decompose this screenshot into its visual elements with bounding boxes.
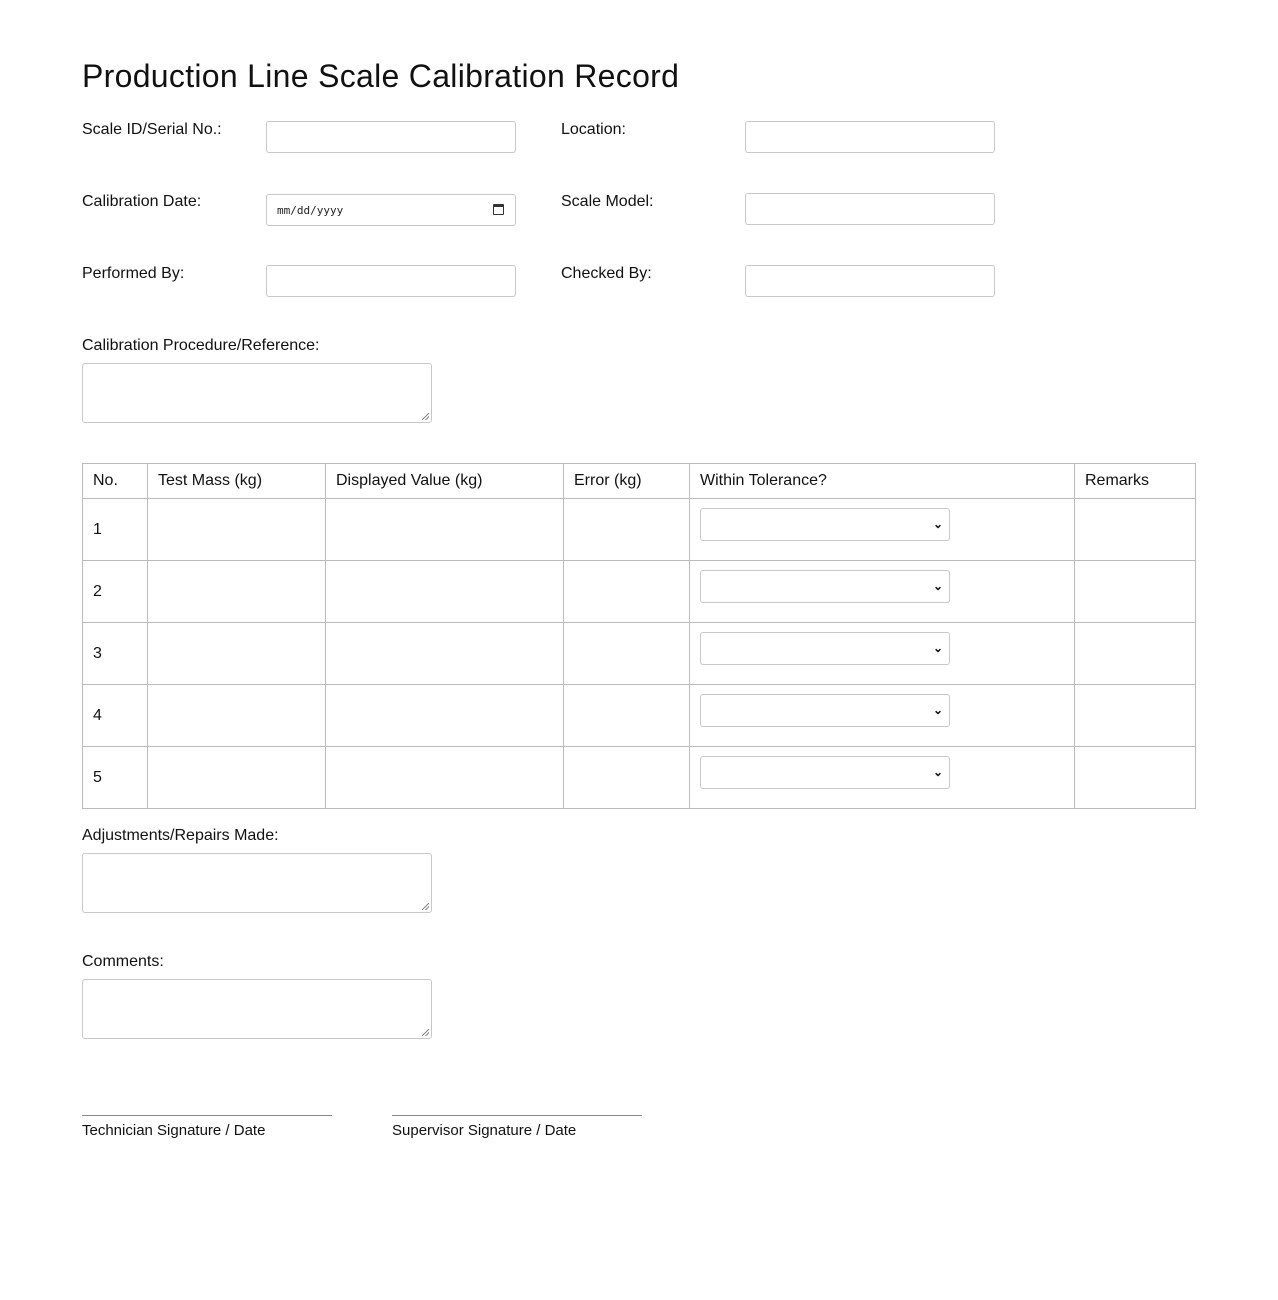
- tolerance-cell: ⌄: [689, 684, 1075, 747]
- technician-signature-line: [82, 1115, 332, 1116]
- comments-label: Comments:: [82, 953, 164, 970]
- test-mass-cell[interactable]: [147, 622, 326, 685]
- error-cell[interactable]: [563, 622, 690, 685]
- comments-textarea[interactable]: [82, 979, 432, 1039]
- error-cell[interactable]: [563, 746, 690, 809]
- row-no: 4: [82, 684, 148, 747]
- adjustments-textarea[interactable]: [82, 853, 432, 913]
- procedure-textarea[interactable]: [82, 363, 432, 423]
- calendar-icon[interactable]: [493, 204, 504, 215]
- checked-by-label: Checked By:: [561, 265, 652, 282]
- calibration-table: No. Test Mass (kg) Displayed Value (kg) …: [82, 463, 1196, 809]
- test-mass-cell[interactable]: [147, 684, 326, 747]
- displayed-value-cell[interactable]: [325, 622, 564, 685]
- supervisor-signature-line: [392, 1115, 642, 1116]
- calibration-date-input[interactable]: mm/dd/yyyy: [266, 194, 516, 226]
- checked-by-input[interactable]: [745, 265, 995, 297]
- chevron-down-icon: ⌄: [932, 579, 943, 593]
- chevron-down-icon: ⌄: [932, 517, 943, 531]
- procedure-label: Calibration Procedure/Reference:: [82, 337, 320, 354]
- tolerance-select[interactable]: ⌄: [700, 632, 950, 665]
- scale-id-input[interactable]: [266, 121, 516, 153]
- row-no: 1: [82, 498, 148, 561]
- location-input[interactable]: [745, 121, 995, 153]
- remarks-cell[interactable]: [1074, 560, 1196, 623]
- error-cell[interactable]: [563, 498, 690, 561]
- tolerance-cell: ⌄: [689, 560, 1075, 623]
- tolerance-select[interactable]: ⌄: [700, 570, 950, 603]
- test-mass-cell[interactable]: [147, 498, 326, 561]
- test-mass-cell[interactable]: [147, 560, 326, 623]
- technician-signature-label: Technician Signature / Date: [82, 1122, 266, 1139]
- test-mass-cell[interactable]: [147, 746, 326, 809]
- error-cell[interactable]: [563, 684, 690, 747]
- remarks-cell[interactable]: [1074, 622, 1196, 685]
- date-placeholder: mm/dd/yyyy: [277, 204, 344, 217]
- chevron-down-icon: ⌄: [932, 641, 943, 655]
- adjustments-label: Adjustments/Repairs Made:: [82, 827, 279, 844]
- tolerance-cell: ⌄: [689, 746, 1075, 809]
- page-title: Production Line Scale Calibration Record: [82, 58, 680, 94]
- remarks-cell[interactable]: [1074, 684, 1196, 747]
- header-displayed: Displayed Value (kg): [325, 463, 564, 499]
- header-test-mass: Test Mass (kg): [147, 463, 326, 499]
- header-error: Error (kg): [563, 463, 690, 499]
- calibration-date-label: Calibration Date:: [82, 193, 202, 210]
- remarks-cell[interactable]: [1074, 498, 1196, 561]
- table-row: 5 ⌄: [82, 746, 1196, 809]
- tolerance-cell: ⌄: [689, 498, 1075, 561]
- scale-id-label: Scale ID/Serial No.:: [82, 121, 222, 138]
- table-row: 3 ⌄: [82, 622, 1196, 685]
- tolerance-select[interactable]: ⌄: [700, 694, 950, 727]
- tolerance-select[interactable]: ⌄: [700, 756, 950, 789]
- displayed-value-cell[interactable]: [325, 498, 564, 561]
- row-no: 5: [82, 746, 148, 809]
- table-row: 2 ⌄: [82, 560, 1196, 623]
- displayed-value-cell[interactable]: [325, 560, 564, 623]
- chevron-down-icon: ⌄: [932, 765, 943, 779]
- displayed-value-cell[interactable]: [325, 746, 564, 809]
- row-no: 3: [82, 622, 148, 685]
- performed-by-label: Performed By:: [82, 265, 185, 282]
- remarks-cell[interactable]: [1074, 746, 1196, 809]
- header-remarks: Remarks: [1074, 463, 1196, 499]
- tolerance-cell: ⌄: [689, 622, 1075, 685]
- displayed-value-cell[interactable]: [325, 684, 564, 747]
- scale-model-label: Scale Model:: [561, 193, 654, 210]
- chevron-down-icon: ⌄: [932, 703, 943, 717]
- scale-model-input[interactable]: [745, 193, 995, 225]
- supervisor-signature-label: Supervisor Signature / Date: [392, 1122, 577, 1139]
- tolerance-select[interactable]: ⌄: [700, 508, 950, 541]
- table-row: 4 ⌄: [82, 684, 1196, 747]
- location-label: Location:: [561, 121, 626, 138]
- error-cell[interactable]: [563, 560, 690, 623]
- header-no: No.: [82, 463, 148, 499]
- header-tolerance: Within Tolerance?: [689, 463, 1075, 499]
- row-no: 2: [82, 560, 148, 623]
- performed-by-input[interactable]: [266, 265, 516, 297]
- table-row: 1 ⌄: [82, 498, 1196, 561]
